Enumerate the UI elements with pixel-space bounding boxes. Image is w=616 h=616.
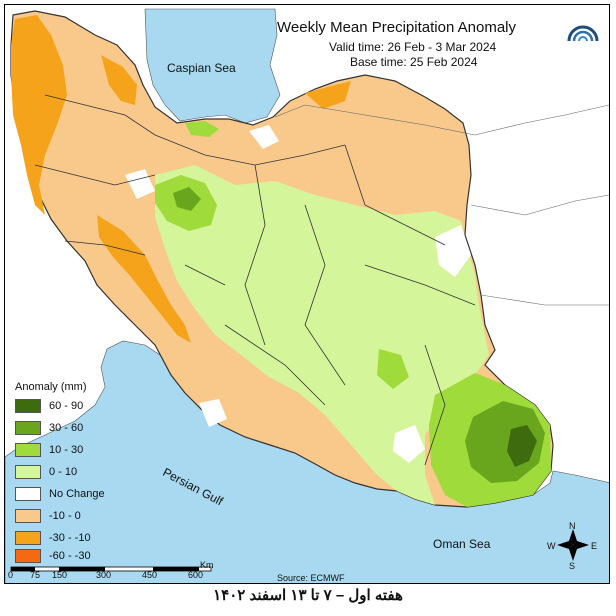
anomaly-zone-max — [507, 425, 537, 467]
anomaly-zone-west — [97, 215, 191, 343]
scale-tick: 450 — [142, 570, 158, 580]
legend-item: -10 - 0 — [15, 509, 81, 523]
map-canvas — [5, 5, 609, 583]
compass-e: E — [591, 541, 598, 551]
legend-swatch — [15, 487, 41, 501]
legend-item: 60 - 90 — [15, 399, 83, 413]
oman-sea-label: Oman Sea — [433, 537, 491, 551]
anomaly-zone-caspian-coast — [185, 121, 219, 137]
legend-label: 60 - 90 — [49, 400, 84, 412]
scale-tick: 75 — [30, 570, 41, 580]
anomaly-zone-central — [155, 165, 489, 505]
caspian-sea-label: Caspian Sea — [167, 61, 236, 75]
anomaly-zone-northeast — [305, 81, 351, 109]
scale-tick: 600 — [188, 570, 204, 580]
no-change-southwest — [199, 399, 227, 427]
legend-label: 30 - 60 — [49, 422, 84, 434]
map-frame: Weekly Mean Precipitation Anomaly Valid … — [4, 4, 610, 584]
no-change-east — [435, 225, 471, 277]
legend-item: -60 - -30 — [15, 549, 91, 563]
legend-label: 0 - 10 — [49, 466, 78, 478]
anomaly-zone-northwest — [11, 15, 67, 215]
legend-swatch — [15, 531, 41, 545]
valid-time: Valid time: 26 Feb - 3 Mar 2024 — [329, 40, 497, 54]
legend-label: -10 - 0 — [49, 510, 81, 522]
legend-swatch — [15, 509, 41, 523]
no-change-north — [249, 125, 279, 149]
legend-label: -30 - -10 — [49, 532, 91, 544]
province-boundaries — [34, 94, 476, 466]
persian-caption: هفته اول – ۷ تا ۱۳ اسفند ۱۴۰۲ — [213, 587, 403, 604]
legend-item: 0 - 10 — [15, 465, 77, 479]
legend-swatch — [15, 443, 41, 457]
anomaly-zone-tehran — [173, 187, 201, 211]
legend-item: 10 - 30 — [15, 443, 83, 457]
scale-tick: 300 — [96, 570, 112, 580]
base-time: Base time: 25 Feb 2024 — [350, 55, 478, 69]
compass-s: S — [569, 561, 576, 571]
legend-label: -60 - -30 — [49, 550, 91, 562]
compass-w: W — [547, 541, 556, 551]
legend-swatch — [15, 465, 41, 479]
scale-tick: 150 — [52, 570, 68, 580]
map-title: Weekly Mean Precipitation Anomaly — [277, 19, 517, 36]
scale-unit: Km — [200, 560, 214, 570]
logo-swirl — [567, 25, 599, 42]
compass-rose — [557, 529, 589, 561]
compass-n: N — [569, 521, 576, 531]
anomaly-zone-central-patch — [377, 349, 409, 389]
source-credit: Source: ECMWF — [277, 573, 345, 583]
legend-label: No Change — [49, 488, 105, 500]
legend-item: -30 - -10 — [15, 531, 91, 545]
legend-swatch — [15, 421, 41, 435]
scale-tick: 0 — [8, 570, 14, 580]
anomaly-zone-north — [101, 55, 137, 105]
neighbor-boundaries — [274, 104, 609, 306]
caspian-sea — [144, 8, 281, 124]
legend-item: 30 - 60 — [15, 421, 83, 435]
legend-swatch — [15, 549, 41, 563]
legend-label: 10 - 30 — [49, 444, 84, 456]
scale-bar — [10, 566, 212, 572]
legend-title: Anomaly (mm) — [15, 381, 87, 393]
no-change-south — [393, 425, 425, 463]
legend-item: No Change — [15, 487, 105, 501]
legend-swatch — [15, 399, 41, 413]
